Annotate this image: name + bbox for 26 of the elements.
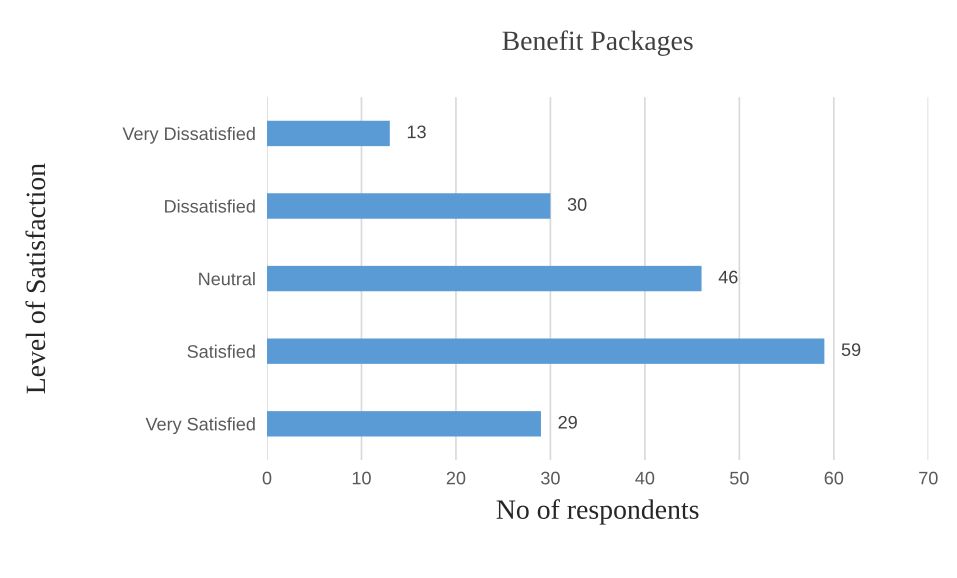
y-tick-label: Very Dissatisfied [122,126,255,144]
bar [267,120,390,146]
x-tick-label: 40 [635,472,654,484]
x-tick-label: 0 [262,472,272,484]
x-tick-label: 30 [541,472,560,484]
x-tick-label: 70 [919,472,938,484]
y-axis-title: Level of Satisfaction [25,163,46,394]
y-tick-label: Very Satisfied [146,417,255,434]
data-label: 46 [718,270,738,284]
y-tick-label: Dissatisfied [165,199,255,213]
chart-title: Benefit Packages [502,30,693,56]
bar [267,411,541,436]
y-tick-label: Neutral [199,272,255,286]
y-tick-label: Satisfied [187,344,255,358]
x-tick-label: 50 [730,472,749,484]
data-label: 59 [842,343,860,356]
data-label: 13 [408,125,426,138]
bar [267,338,824,364]
data-label: 29 [558,416,577,429]
x-tick-label: 10 [352,472,371,484]
bar [267,193,550,219]
data-label: 30 [568,198,586,211]
x-tick-label: 60 [824,472,844,484]
bar [267,266,702,292]
x-tick-label: 20 [446,472,466,484]
x-axis-title: No of respondents [496,499,698,525]
